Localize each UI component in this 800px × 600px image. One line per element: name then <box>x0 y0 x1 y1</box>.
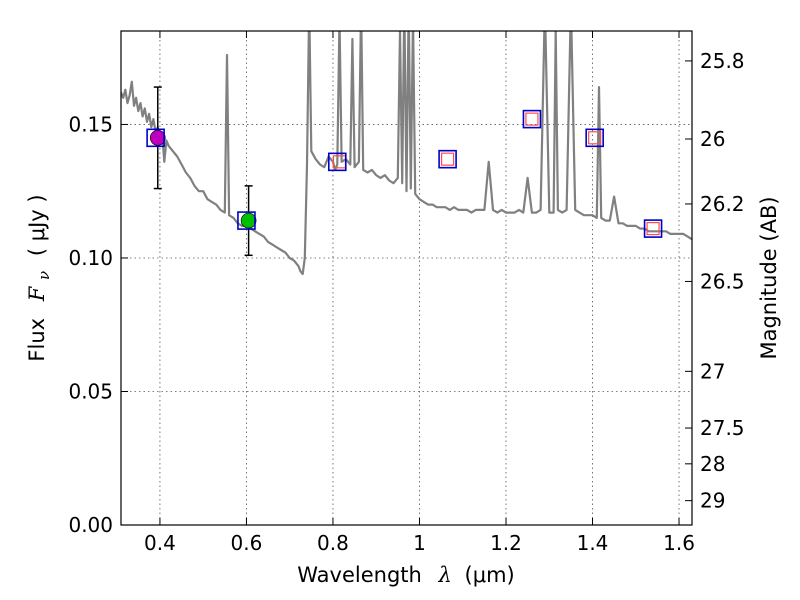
x-axis-label-symbol: λ <box>438 563 452 587</box>
y2-axis-label: Magnitude (AB) <box>757 196 781 359</box>
mag-tick-label: 29 <box>700 489 725 513</box>
mag-tick-label: 26.5 <box>700 269 745 293</box>
upper-limit-marker <box>525 112 539 126</box>
model-photometry-marker <box>643 219 663 238</box>
y-tick-label: 0.10 <box>68 246 113 270</box>
x-tick-label: 1.4 <box>577 531 609 555</box>
y-axis-label: Flux F ν ( μJy ) <box>25 194 54 361</box>
model-photometry-marker <box>522 109 542 129</box>
x-axis-label-text: Wavelength <box>297 563 422 587</box>
upper-limit-marker <box>440 152 455 166</box>
x-tick-label: 1 <box>413 531 426 555</box>
mag-tick-label: 25.8 <box>700 49 745 73</box>
mag-tick-label: 26.2 <box>700 192 745 216</box>
marker-layer <box>146 86 663 257</box>
grid <box>121 31 692 525</box>
observed-point <box>240 212 257 229</box>
y-axis-label-unit: ( μJy ) <box>25 194 49 256</box>
plot-frame <box>120 30 693 526</box>
model-photometry-marker <box>146 128 165 148</box>
observed-point <box>149 130 166 146</box>
x-axis-label-unit: (μm) <box>465 563 515 587</box>
model-spectrum-layer <box>121 31 692 276</box>
mag-tick-label: 26 <box>700 127 725 151</box>
x-tick-label: 0.4 <box>144 531 176 555</box>
model-photometry-marker <box>585 128 604 148</box>
mag-tick-label: 27 <box>700 359 725 383</box>
x-tick-label: 0.8 <box>317 531 349 555</box>
x-tick-label: 0.6 <box>231 531 263 555</box>
model-spectrum-line <box>121 31 692 276</box>
y-axis-label-text: Flux <box>25 318 49 362</box>
upper-limit-marker <box>646 222 660 236</box>
y-axis-label-subscript: ν <box>35 271 53 280</box>
model-photometry-marker <box>327 152 347 172</box>
upper-limit-marker <box>588 131 602 145</box>
y-axis-label-symbol: F <box>25 285 49 302</box>
model-photometry-marker <box>438 149 457 169</box>
model-photometry-marker <box>237 211 256 230</box>
x-axis-label: Wavelength λ (μm) <box>297 563 514 587</box>
y-tick-label: 0.15 <box>68 112 113 136</box>
mag-tick-label: 27.5 <box>700 416 745 440</box>
x-tick-label: 1.6 <box>663 531 695 555</box>
x-tick-label: 1.2 <box>490 531 522 555</box>
ticks: 0.4 0.6 0.8 1 1.2 1.4 1.6 0.00 0.05 0.10 0.15 25.8 2… <box>68 31 745 555</box>
mag-tick-label: 28 <box>700 452 725 476</box>
y-tick-label: 0.00 <box>68 513 113 537</box>
y-tick-label: 0.05 <box>68 379 113 403</box>
